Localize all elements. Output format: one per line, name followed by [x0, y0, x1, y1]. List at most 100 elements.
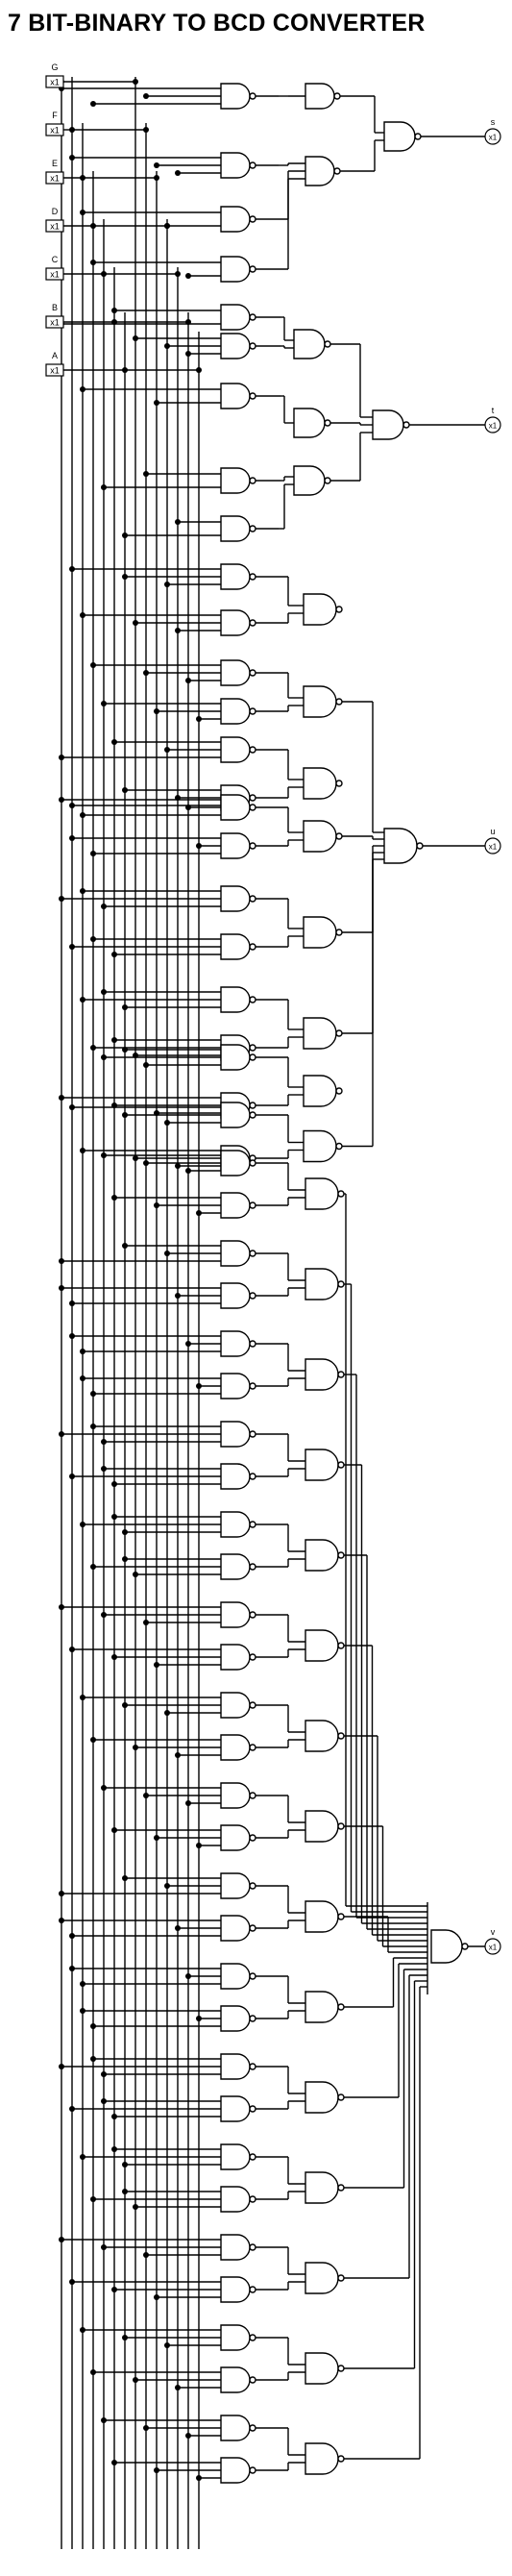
- input-box[interactable]: [45, 267, 64, 281]
- nand-gate-bubble: [337, 1642, 345, 1649]
- nand-gate-bubble: [337, 1551, 345, 1559]
- input-box[interactable]: [45, 363, 64, 377]
- nand-gate-bubble: [249, 265, 256, 273]
- nand-gate-body: [220, 885, 251, 912]
- junction-dot: [80, 888, 85, 894]
- junction-dot: [59, 1891, 64, 1896]
- nand-gate-stage1: [220, 1150, 256, 1177]
- nand-gate-stage1: [220, 736, 256, 763]
- junction-dot: [69, 1933, 75, 1939]
- junction-dot: [133, 1745, 138, 1750]
- input-b[interactable]: Bx1: [45, 303, 64, 329]
- nand-gate-body: [220, 1421, 251, 1448]
- nand-gate-body: [305, 83, 335, 110]
- nand-gate-bubble: [249, 342, 256, 350]
- nand-gate-bubble: [337, 2455, 345, 2463]
- junction-dot: [101, 1152, 107, 1158]
- nand-gate-body: [293, 465, 326, 496]
- junction-dot: [69, 944, 75, 950]
- input-c[interactable]: Cx1: [45, 255, 64, 281]
- junction-dot: [122, 1529, 128, 1535]
- junction-dot: [111, 2114, 117, 2119]
- input-box[interactable]: [45, 123, 64, 136]
- nand-gate-bubble: [335, 1142, 343, 1151]
- nand-gate-bubble: [249, 1159, 256, 1167]
- junction-dot: [143, 670, 149, 676]
- input-box[interactable]: [45, 75, 64, 88]
- input-d[interactable]: Dx1: [45, 207, 64, 233]
- input-label: F: [52, 111, 58, 120]
- nand-gate-bubble: [335, 1029, 343, 1037]
- input-a[interactable]: Ax1: [45, 351, 64, 377]
- junction-dot: [69, 1647, 75, 1652]
- junction-dot: [101, 904, 107, 909]
- input-box[interactable]: [45, 315, 64, 329]
- nand-gate-body: [305, 1449, 339, 1481]
- junction-dot: [101, 1054, 107, 1060]
- junction-dot: [196, 1210, 202, 1216]
- nand-gate: [305, 83, 341, 110]
- input-value: x1: [50, 270, 60, 280]
- input-box[interactable]: [45, 219, 64, 233]
- junction-dot: [133, 1155, 138, 1161]
- input-label: B: [52, 303, 58, 312]
- nand-gate-bubble: [337, 1461, 345, 1469]
- junction-dot: [122, 574, 128, 580]
- nand-gate-body: [220, 2415, 251, 2441]
- nand-gate-bubble: [249, 1250, 256, 1257]
- nand-gate-bubble: [337, 1822, 345, 1830]
- junction-dot: [154, 175, 159, 181]
- junction-dot: [164, 1251, 170, 1256]
- nand-gate-bubble: [335, 1087, 343, 1095]
- nand-gate-bubble: [249, 1053, 256, 1061]
- junction-dot: [101, 271, 107, 277]
- nand-gate-body: [220, 1192, 251, 1219]
- input-e[interactable]: Ex1: [45, 159, 64, 185]
- junction-dot: [185, 1168, 191, 1174]
- junction-dot: [90, 223, 96, 229]
- nand-gate: [303, 593, 343, 626]
- nand-gate-body: [303, 767, 337, 800]
- nand-gate-stage1: [220, 1963, 256, 1990]
- nand-gate-body: [305, 156, 335, 186]
- junction-dot: [185, 1341, 191, 1347]
- nand-gate-stage1: [220, 1553, 256, 1580]
- input-g[interactable]: Gx1: [45, 62, 64, 88]
- junction-dot: [122, 1243, 128, 1249]
- nand-gate-stage1: [220, 1692, 256, 1719]
- junction-dot: [164, 747, 170, 753]
- nand-gate-body: [220, 206, 251, 233]
- junction-dot: [80, 1522, 85, 1527]
- input-f[interactable]: Fx1: [45, 111, 64, 136]
- output-u: u x1: [484, 827, 501, 855]
- junction-dot: [90, 2023, 96, 2029]
- nand-gate-bubble: [249, 842, 256, 850]
- junction-dot: [111, 1037, 117, 1043]
- nand-gate-bubble: [249, 2466, 256, 2474]
- nand-gate-stage1: [220, 383, 256, 409]
- junction-dot: [101, 701, 107, 706]
- nand-gate-bubble: [249, 2153, 256, 2161]
- nand-gate-bubble: [249, 1340, 256, 1348]
- nand-gate: [305, 1720, 345, 1752]
- nand-gate-body: [220, 1282, 251, 1309]
- nand-gate-stage1: [220, 609, 256, 636]
- output-terminal: [484, 837, 501, 855]
- input-box[interactable]: [45, 171, 64, 185]
- nand-gate-body: [220, 2457, 251, 2484]
- nand-gate-stage1: [220, 986, 256, 1013]
- junction-dot: [175, 519, 181, 525]
- nand-gate-body: [220, 1511, 251, 1538]
- nand-gate-body: [220, 609, 251, 636]
- junction-dot: [90, 662, 96, 668]
- nand-gate-bubble: [324, 419, 331, 427]
- nand-gate-bubble: [337, 2365, 345, 2372]
- junction-dot: [90, 101, 96, 107]
- nand-gate-bubble: [402, 421, 410, 429]
- nand-gate-bubble: [335, 606, 343, 613]
- nand-gate-body: [305, 1177, 339, 1210]
- input-value: x1: [50, 174, 60, 184]
- input-label: E: [52, 159, 58, 168]
- nand-gate: [303, 1129, 343, 1163]
- nand-gate-body: [220, 1782, 251, 1809]
